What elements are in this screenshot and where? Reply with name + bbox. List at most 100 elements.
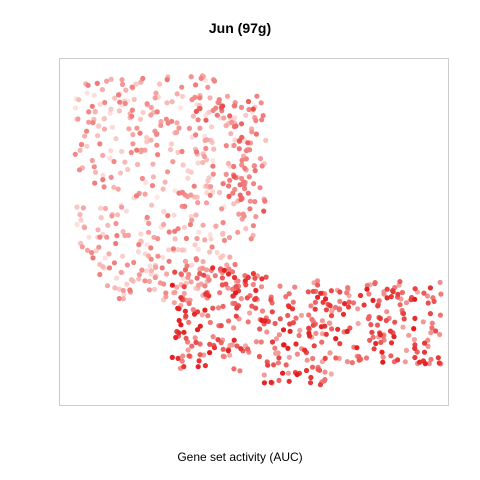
scatter-point [323,296,329,302]
scatter-point [259,317,265,323]
scatter-point [179,84,185,90]
scatter-point [112,285,118,291]
scatter-point [312,306,318,312]
scatter-point [239,162,245,168]
scatter-point [425,343,431,349]
scatter-point [253,305,259,311]
scatter-point [197,125,203,131]
scatter-point [276,355,282,361]
scatter-point [377,315,383,322]
scatter-point [96,244,102,250]
scatter-point [195,117,201,123]
scatter-point [172,236,178,242]
scatter-point [231,142,237,149]
scatter-point [123,87,129,93]
scatter-point [244,295,250,301]
scatter-point [91,164,97,170]
scatter-point [163,290,169,296]
scatter-point [97,101,103,107]
scatter-point [187,221,193,228]
scatter-point [182,203,188,209]
scatter-point [254,93,260,99]
scatter-point [363,355,370,361]
scatter-point [231,173,237,180]
scatter-point [188,279,194,285]
scatter-point [313,330,319,336]
scatter-point [212,273,218,279]
scatter-point [261,208,267,214]
scatter-point [160,254,166,260]
scatter-point [392,319,398,325]
scatter-point [403,347,410,353]
scatter-point [264,329,270,335]
scatter-point [104,78,110,84]
scatter-point [135,249,141,255]
scatter-point [218,254,224,261]
scatter-point [109,124,115,130]
scatter-point [185,175,191,181]
scatter-point [253,117,259,124]
scatter-point [148,245,154,251]
scatter-point [308,303,314,309]
scatter-point [354,345,360,351]
scatter-point [84,143,90,149]
scatter-point [238,121,245,127]
scatter-point [164,77,170,83]
scatter-point [114,212,121,218]
scatter-point [107,110,113,116]
scatter-point [286,291,292,297]
scatter-point [168,141,174,147]
scatter-point [134,147,140,153]
scatter-point [186,319,192,325]
scatter-point [74,221,80,228]
scatter-point [238,196,244,203]
scatter-point [98,205,104,211]
scatter-point [163,116,169,122]
scatter-point [233,290,239,296]
scatter-point [428,356,434,362]
scatter-point [145,229,152,235]
scatter-point [280,327,287,333]
scatter-point [364,286,370,292]
scatter-point [412,296,418,302]
scatter-point [92,169,99,175]
scatter-point [193,132,199,138]
scatter-point [189,343,195,349]
scatter-point [184,263,190,269]
scatter-point [195,364,201,370]
scatter-point [397,279,403,285]
scatter-point [370,334,376,340]
scatter-point [157,81,163,87]
scatter-point [107,155,113,161]
scatter-point [169,282,175,288]
scatter-point [202,283,208,289]
scatter-point [248,236,254,242]
scatter-point [302,347,308,353]
scatter-point [231,337,237,343]
scatter-point [208,184,214,190]
scatter-point [219,275,225,281]
scatter-point [146,278,152,284]
scatter-point [179,358,185,364]
scatter-point [323,307,329,313]
plot-frame [59,58,449,406]
scatter-point [137,116,144,122]
scatter-point [217,290,223,296]
scatter-point [139,175,145,182]
scatter-point [378,339,384,345]
scatter-point [292,284,298,290]
scatter-point [426,360,432,367]
scatter-point [120,253,126,259]
scatter-point [402,359,408,365]
scatter-point [221,115,227,121]
scatter-point [411,326,417,332]
scatter-point [197,271,203,277]
scatter-point [247,198,253,204]
scatter-point [181,290,187,297]
scatter-point [269,339,276,345]
scatter-point [116,286,122,292]
scatter-point [276,332,282,338]
scatter-point [245,346,251,352]
scatter-point [281,342,287,348]
scatter-point [192,335,198,341]
